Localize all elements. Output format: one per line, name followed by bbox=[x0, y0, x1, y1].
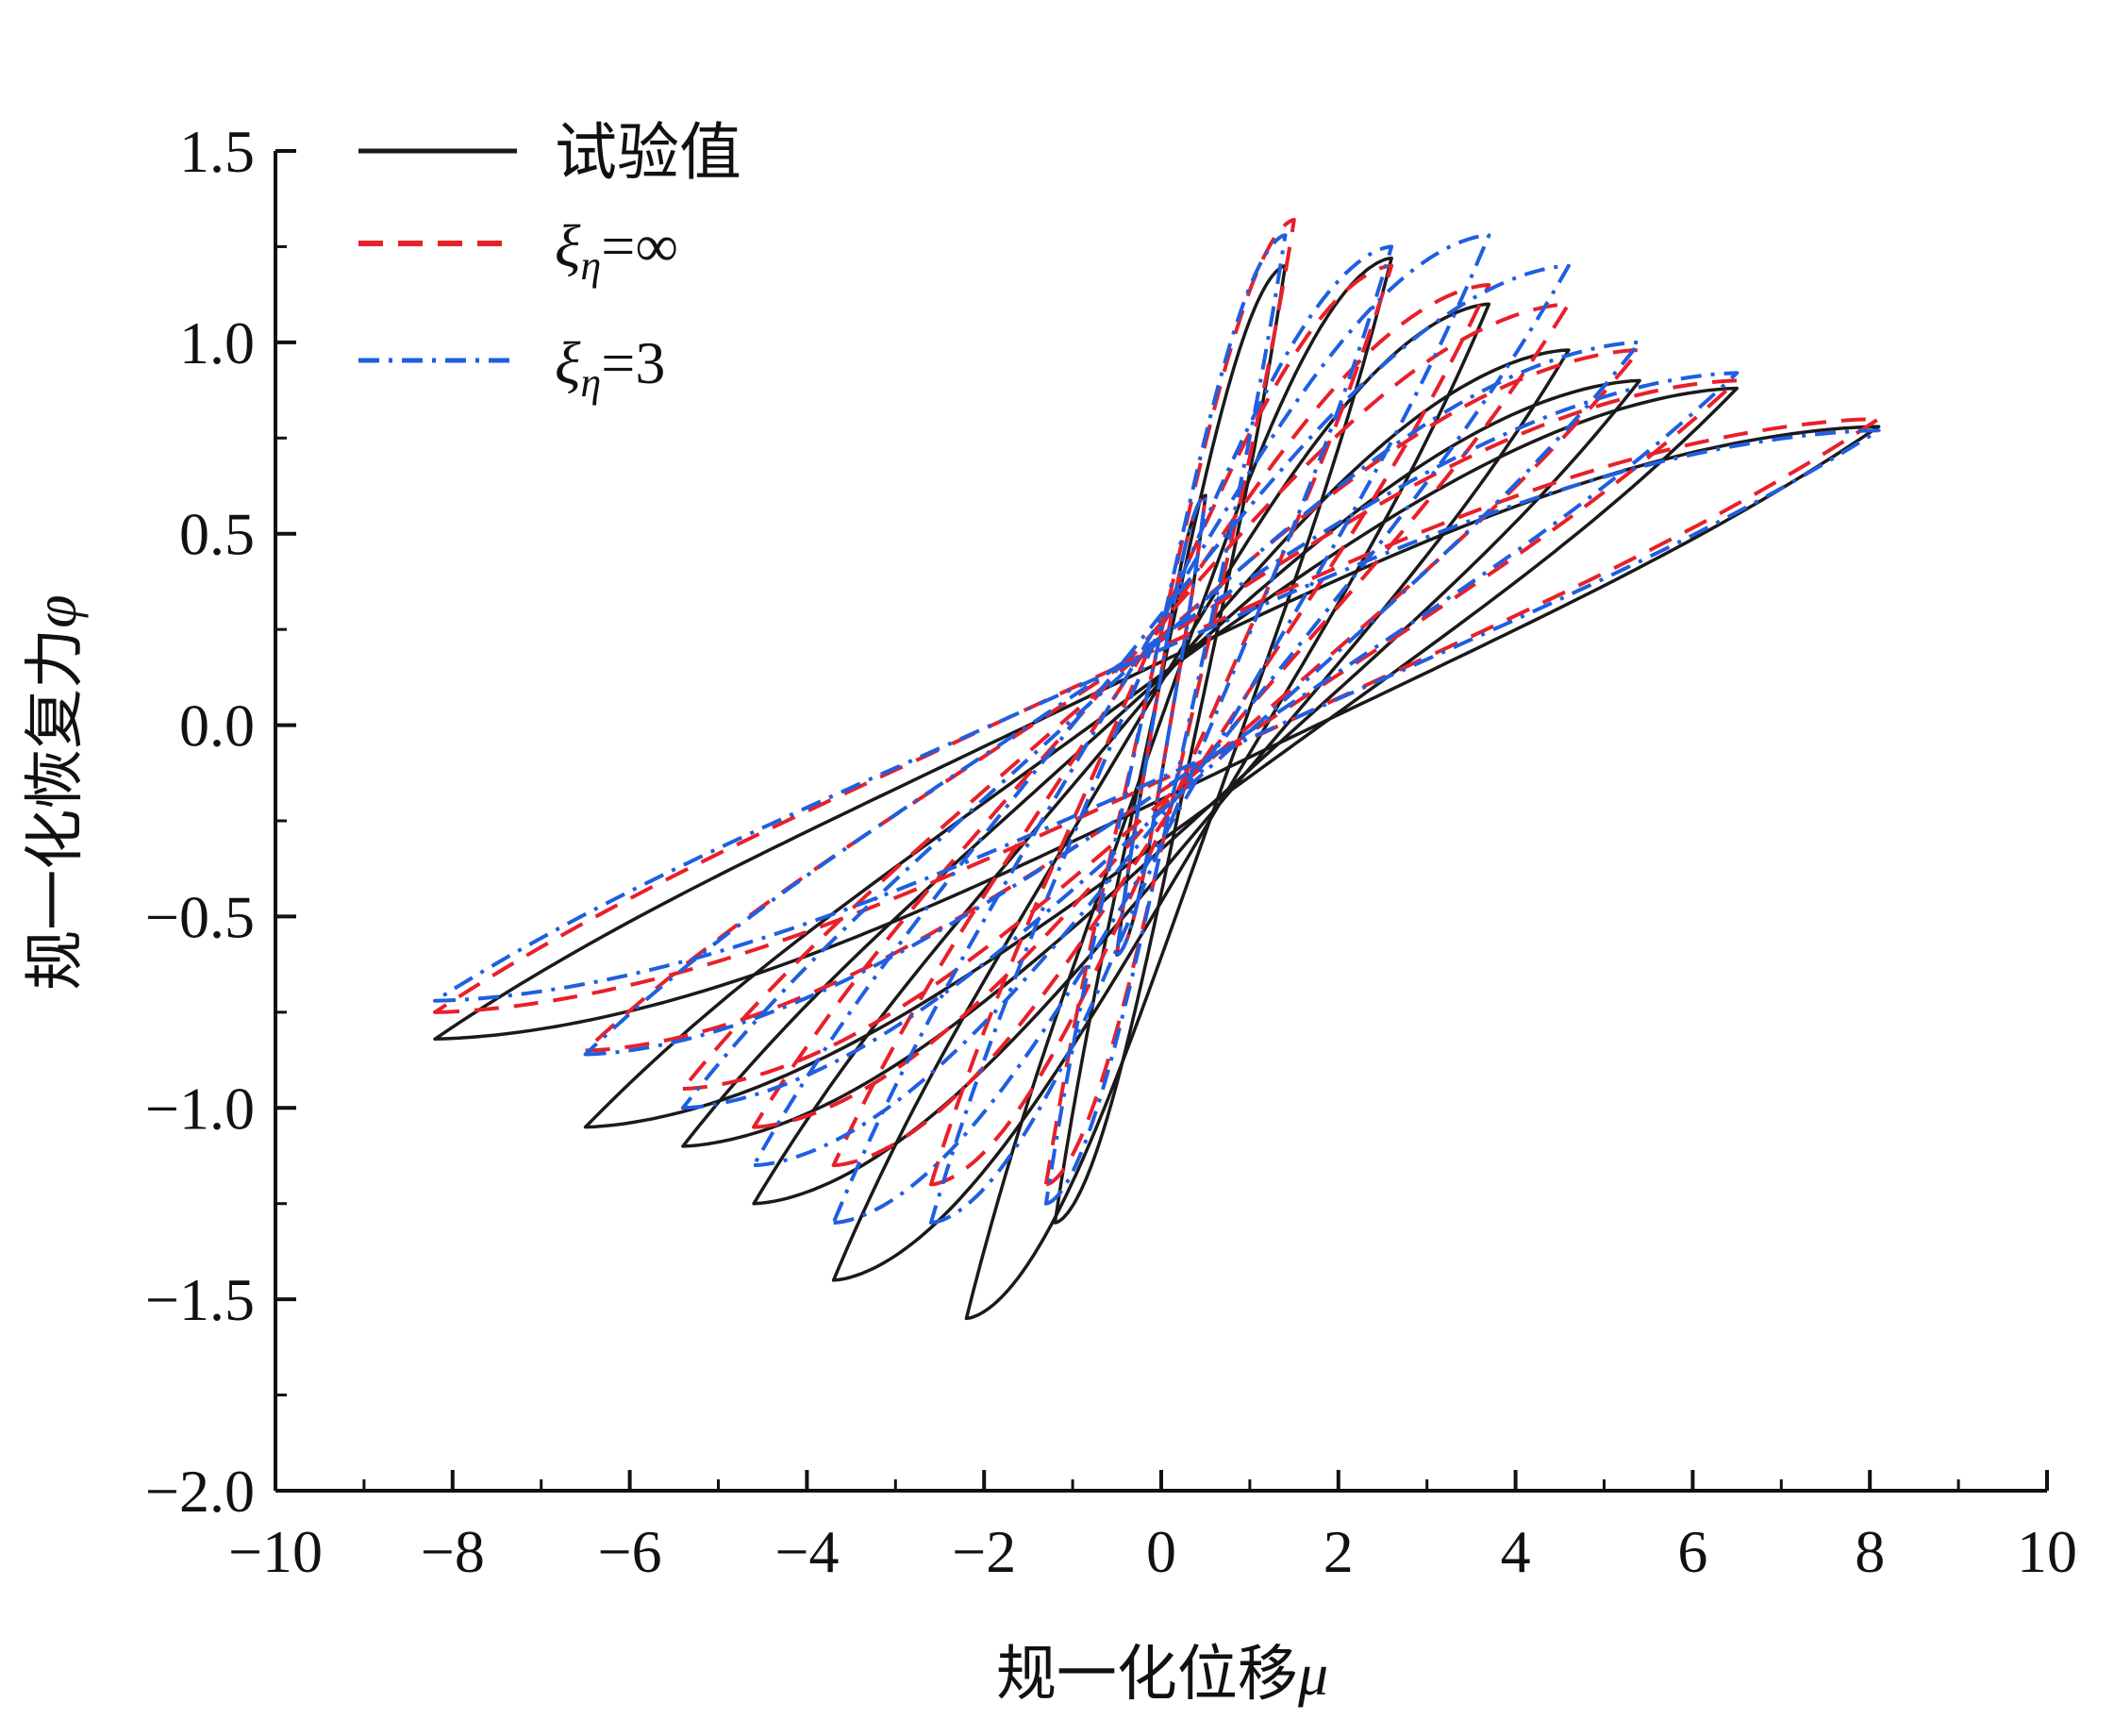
x-tick-label: −10 bbox=[228, 1518, 323, 1585]
x-tick-label: −4 bbox=[774, 1518, 839, 1585]
series-xi_inf-loop-6 bbox=[583, 378, 1739, 1053]
y-tick-label: 1.0 bbox=[179, 309, 255, 376]
series-xi_3 bbox=[433, 233, 1881, 1225]
y-ticks: −2.0 −1.5 −1.0 −0.5 0.0 0.5 1.0 1.5 bbox=[145, 118, 296, 1525]
x-tick-label: 0 bbox=[1146, 1518, 1176, 1585]
series-xi_inf-loop-3 bbox=[831, 283, 1491, 1168]
series-xi_inf-loop-7 bbox=[433, 417, 1881, 1014]
series-test-loop-5 bbox=[681, 378, 1641, 1148]
legend-label-xi-inf: ξη=∞ bbox=[555, 212, 678, 289]
legend-item-xi-inf: ξη=∞ bbox=[358, 212, 678, 289]
series-test-loop-7 bbox=[433, 425, 1881, 1042]
plot-area bbox=[433, 218, 1881, 1321]
y-tick-label: −1.5 bbox=[145, 1266, 255, 1333]
series-xi_3-loop-6 bbox=[583, 371, 1739, 1057]
x-tick-label: 6 bbox=[1677, 1518, 1707, 1585]
series-xi_3-loop-1 bbox=[1043, 233, 1288, 1206]
y-axis-title: 规一化恢复力φ bbox=[21, 594, 91, 990]
series-xi_3-loop-4 bbox=[752, 263, 1571, 1168]
y-tick-label: 0.5 bbox=[179, 501, 255, 568]
legend-label-xi-3: ξη=3 bbox=[555, 329, 665, 406]
series-xi_inf-loop-1 bbox=[1043, 218, 1296, 1187]
x-tick-label: 4 bbox=[1501, 1518, 1531, 1585]
legend-label-test: 试验值 bbox=[555, 116, 741, 189]
series-xi_3-loop-0 bbox=[1115, 493, 1207, 957]
series-test bbox=[433, 256, 1881, 1321]
y-tick-label: −2.0 bbox=[145, 1458, 255, 1525]
series-xi_3-loop-3 bbox=[831, 233, 1491, 1225]
x-axis-title: 规一化位移μ bbox=[996, 1640, 1328, 1710]
x-tick-label: 10 bbox=[2017, 1518, 2077, 1585]
series-xi_inf-loop-4 bbox=[752, 302, 1571, 1129]
series-xi_3-loop-7 bbox=[433, 428, 1881, 1003]
x-ticks: −10 −8 −6 −4 −2 0 2 4 6 8 10 bbox=[228, 1470, 2077, 1585]
series-xi_3-loop-5 bbox=[680, 340, 1642, 1110]
x-tick-label: −2 bbox=[952, 1518, 1016, 1585]
y-tick-label: −0.5 bbox=[145, 883, 255, 950]
x-tick-label: −8 bbox=[421, 1518, 485, 1585]
x-tick-label: 2 bbox=[1323, 1518, 1354, 1585]
legend-item-xi-3: ξη=3 bbox=[358, 329, 665, 406]
legend: 试验值 ξη=∞ ξη=3 bbox=[358, 116, 741, 406]
y-tick-label: 0.0 bbox=[179, 693, 255, 760]
y-tick-label: 1.5 bbox=[179, 118, 255, 185]
series-xi_inf-loop-5 bbox=[680, 348, 1642, 1091]
axes: −10 −8 −6 −4 −2 0 2 4 6 8 10 −2.0 −1.5 −1.0 −0.5 0.0 0.… bbox=[145, 118, 2077, 1585]
legend-item-test: 试验值 bbox=[358, 116, 741, 189]
series-xi_3-loop-2 bbox=[928, 244, 1394, 1225]
x-tick-label: 8 bbox=[1855, 1518, 1885, 1585]
x-tick-label: −6 bbox=[598, 1518, 662, 1585]
series-xi_inf bbox=[433, 218, 1881, 1187]
y-tick-label: −1.0 bbox=[145, 1075, 255, 1142]
